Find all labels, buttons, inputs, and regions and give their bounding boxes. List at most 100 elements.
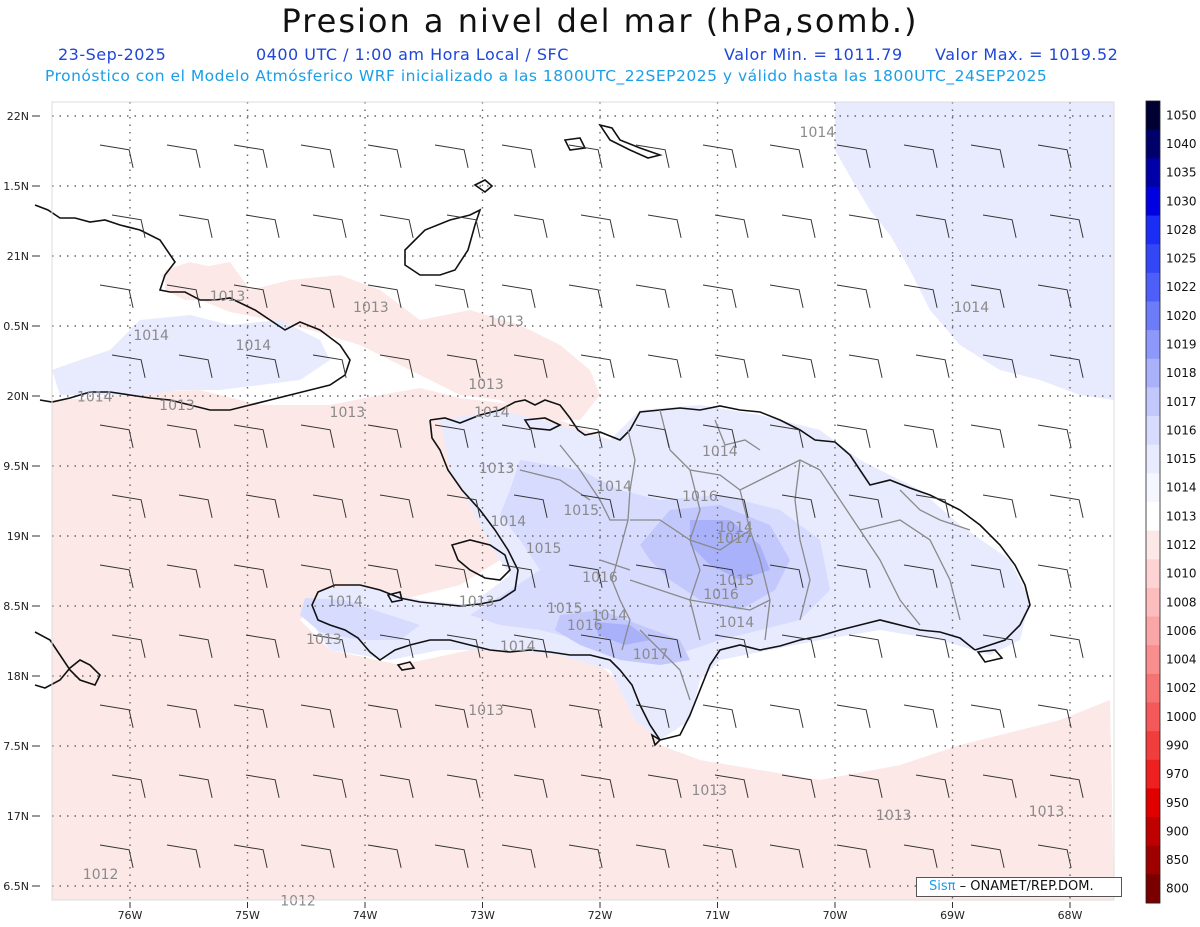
colorbar-swatch: [1146, 845, 1160, 875]
wind-barb: [836, 844, 871, 868]
colorbar-label: 900: [1166, 824, 1189, 838]
wind-barb: [99, 284, 134, 308]
wind-barb: [1049, 634, 1084, 658]
colorbar-swatch: [1146, 473, 1160, 503]
credit-box: Sisπ – ONAMET/REP.DOM.: [916, 877, 1122, 897]
lon-tick-label: 74W: [353, 909, 378, 922]
lat-tick-label: 7.5N: [3, 740, 29, 753]
wind-barb: [568, 564, 603, 588]
contour-label: 1014: [596, 479, 632, 495]
lon-tick-label: 75W: [235, 909, 260, 922]
wind-barb: [836, 704, 871, 728]
wind-barb: [379, 214, 414, 238]
wind-barb: [568, 424, 603, 448]
wind-barb: [568, 844, 603, 868]
pressure-band-1017: [690, 520, 770, 580]
wind-barb: [513, 774, 548, 798]
wind-barb: [367, 704, 402, 728]
wind-barb: [970, 144, 1005, 168]
contour-label: 1014: [702, 444, 738, 460]
wind-barb: [300, 424, 335, 448]
colorbar-label: 1030: [1166, 194, 1197, 208]
wind-barb: [647, 354, 682, 378]
colorbar-swatch: [1146, 530, 1160, 560]
wind-barb: [915, 494, 950, 518]
wind-barb: [446, 494, 481, 518]
contour-label: 1014: [718, 615, 754, 631]
pressure-band-1012-northwest: [165, 262, 225, 300]
wind-barb: [647, 494, 682, 518]
wind-barb: [1037, 564, 1072, 588]
wind-barb: [915, 214, 950, 238]
lon-tick-label: 73W: [470, 909, 495, 922]
wind-barb: [300, 144, 335, 168]
lat-tick-label: 6.5N: [3, 880, 29, 893]
contour-label: 1014: [717, 520, 753, 536]
wind-barb: [367, 284, 402, 308]
wind-barb: [1049, 354, 1084, 378]
province-border: [819, 469, 921, 626]
province-border: [559, 444, 628, 521]
pressure-band-1012: [52, 388, 1114, 900]
wind-barb: [982, 494, 1017, 518]
wind-barb: [367, 424, 402, 448]
wind-barb: [915, 634, 950, 658]
wind-barb: [312, 774, 347, 798]
colorbar-label: 1006: [1166, 624, 1197, 638]
colorbar-label: 850: [1166, 853, 1189, 867]
wind-barb: [245, 214, 280, 238]
wind-barb: [903, 144, 938, 168]
province-borders: [519, 409, 971, 701]
wind-barb: [848, 634, 883, 658]
colorbar-label: 800: [1166, 882, 1189, 896]
contour-label: 1012: [280, 894, 316, 910]
contour-label: 1013: [210, 289, 246, 305]
colorbar-swatch: [1146, 616, 1160, 646]
wind-barb: [111, 774, 146, 798]
map-grid: [52, 102, 1114, 900]
colorbar-label: 1014: [1166, 481, 1197, 495]
contour-label: 1016: [582, 570, 618, 586]
wind-barb: [781, 634, 816, 658]
wind-barb: [568, 144, 603, 168]
wind-barb: [568, 704, 603, 728]
province-border: [630, 519, 751, 551]
wind-barb: [178, 354, 213, 378]
wind-barb: [970, 564, 1005, 588]
colorbar-swatch: [1146, 874, 1160, 904]
wind-barb: [702, 704, 737, 728]
wind-barb: [166, 144, 201, 168]
wind-barb: [99, 844, 134, 868]
wind-barb: [501, 284, 536, 308]
lat-tick-label: 1.5N: [3, 180, 29, 193]
wind-barb: [166, 284, 201, 308]
wind-barb: [434, 704, 469, 728]
wind-barb: [769, 144, 804, 168]
wind-barb: [580, 354, 615, 378]
colorbar-swatch: [1146, 444, 1160, 474]
colorbar-swatch: [1146, 158, 1160, 188]
lat-tick-label: 9.5N: [3, 460, 29, 473]
colorbar-swatch: [1146, 817, 1160, 847]
forecast-date: 23-Sep-2025: [58, 45, 167, 64]
wind-barb: [446, 354, 481, 378]
wind-barb: [635, 704, 670, 728]
wind-barb: [178, 494, 213, 518]
wind-barb: [501, 564, 536, 588]
colorbar-swatch: [1146, 215, 1160, 245]
min-value: Valor Min. = 1011.79: [724, 45, 903, 64]
colorbar-label: 1040: [1166, 137, 1197, 151]
wind-barb: [647, 214, 682, 238]
contour-label: 1012: [83, 867, 119, 883]
max-value: Valor Max. = 1019.52: [935, 45, 1119, 64]
wind-barb: [635, 144, 670, 168]
wind-barb: [446, 774, 481, 798]
contour-label: 1015: [547, 601, 583, 617]
coastline-cuba-south: [34, 631, 101, 689]
contour-label: 1014: [500, 639, 536, 655]
contour-label: 1014: [800, 125, 836, 141]
wind-barb: [781, 494, 816, 518]
contour-label: 1013: [330, 405, 366, 421]
contour-label: 1014: [474, 405, 510, 421]
contour-label: 1014: [236, 338, 272, 354]
